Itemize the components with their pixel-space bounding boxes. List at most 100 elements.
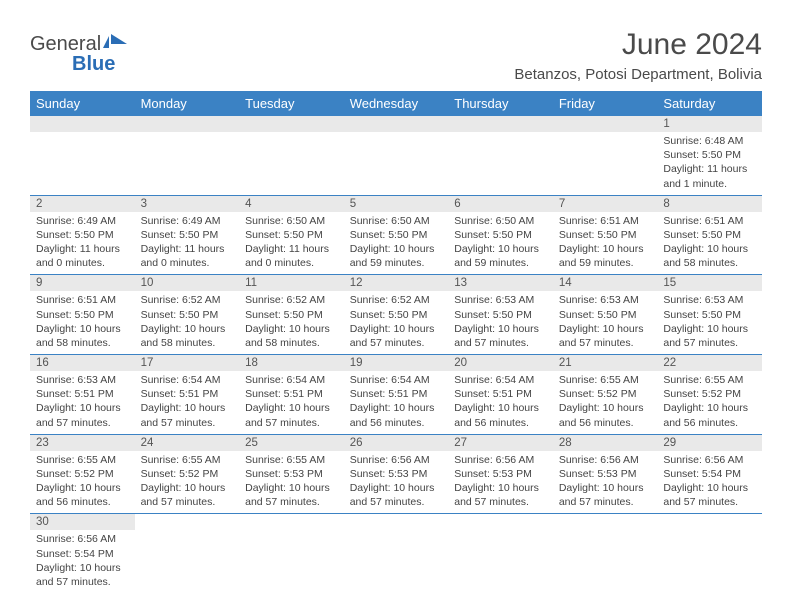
sunset-text: Sunset: 5:50 PM [454, 228, 547, 242]
daylight-text: Daylight: 11 hours and 0 minutes. [141, 242, 234, 270]
calendar-cell: 12Sunrise: 6:52 AMSunset: 5:50 PMDayligh… [344, 275, 449, 355]
sunset-text: Sunset: 5:51 PM [36, 387, 129, 401]
calendar-cell: 8Sunrise: 6:51 AMSunset: 5:50 PMDaylight… [657, 195, 762, 275]
page-title: June 2024 [514, 28, 762, 62]
day-details: Sunrise: 6:54 AMSunset: 5:51 PMDaylight:… [239, 371, 344, 434]
sunrise-text: Sunrise: 6:53 AM [559, 293, 652, 307]
daylight-text: Daylight: 10 hours and 57 minutes. [36, 401, 129, 429]
sunrise-text: Sunrise: 6:56 AM [36, 532, 129, 546]
day-details: Sunrise: 6:55 AMSunset: 5:52 PMDaylight:… [657, 371, 762, 434]
sunset-text: Sunset: 5:50 PM [559, 228, 652, 242]
calendar-week-row: 1Sunrise: 6:48 AMSunset: 5:50 PMDaylight… [30, 116, 762, 195]
sunset-text: Sunset: 5:50 PM [141, 228, 234, 242]
daylight-text: Daylight: 10 hours and 56 minutes. [36, 481, 129, 509]
calendar-week-row: 9Sunrise: 6:51 AMSunset: 5:50 PMDaylight… [30, 275, 762, 355]
day-number: 13 [448, 275, 553, 291]
sunrise-text: Sunrise: 6:49 AM [141, 214, 234, 228]
calendar-cell: 1Sunrise: 6:48 AMSunset: 5:50 PMDaylight… [657, 116, 762, 195]
day-number: 6 [448, 196, 553, 212]
sunrise-text: Sunrise: 6:53 AM [36, 373, 129, 387]
title-block: June 2024 Betanzos, Potosi Department, B… [514, 28, 762, 83]
day-details: Sunrise: 6:56 AMSunset: 5:54 PMDaylight:… [30, 530, 135, 593]
day-number: 17 [135, 355, 240, 371]
day-details: Sunrise: 6:53 AMSunset: 5:51 PMDaylight:… [30, 371, 135, 434]
daylight-text: Daylight: 10 hours and 57 minutes. [245, 481, 338, 509]
sunrise-text: Sunrise: 6:54 AM [141, 373, 234, 387]
calendar-cell [553, 116, 658, 195]
calendar-cell: 19Sunrise: 6:54 AMSunset: 5:51 PMDayligh… [344, 355, 449, 435]
sunrise-text: Sunrise: 6:56 AM [350, 453, 443, 467]
daylight-text: Daylight: 10 hours and 56 minutes. [454, 401, 547, 429]
daylight-text: Daylight: 11 hours and 1 minute. [663, 162, 756, 190]
day-number-empty [553, 116, 658, 132]
daylight-text: Daylight: 10 hours and 57 minutes. [559, 481, 652, 509]
logo: General Blue [30, 28, 129, 74]
sunrise-text: Sunrise: 6:56 AM [663, 453, 756, 467]
logo-word-1: General [30, 33, 101, 55]
daylight-text: Daylight: 10 hours and 56 minutes. [559, 401, 652, 429]
sunrise-text: Sunrise: 6:51 AM [559, 214, 652, 228]
weekday-header-row: Sunday Monday Tuesday Wednesday Thursday… [30, 91, 762, 116]
calendar-cell [239, 514, 344, 593]
day-details: Sunrise: 6:54 AMSunset: 5:51 PMDaylight:… [344, 371, 449, 434]
day-details: Sunrise: 6:50 AMSunset: 5:50 PMDaylight:… [448, 212, 553, 275]
day-details: Sunrise: 6:51 AMSunset: 5:50 PMDaylight:… [30, 291, 135, 354]
daylight-text: Daylight: 10 hours and 59 minutes. [454, 242, 547, 270]
sunrise-text: Sunrise: 6:55 AM [36, 453, 129, 467]
sunrise-text: Sunrise: 6:50 AM [245, 214, 338, 228]
daylight-text: Daylight: 10 hours and 59 minutes. [559, 242, 652, 270]
daylight-text: Daylight: 10 hours and 57 minutes. [141, 401, 234, 429]
weekday-header: Tuesday [239, 91, 344, 116]
day-details: Sunrise: 6:52 AMSunset: 5:50 PMDaylight:… [135, 291, 240, 354]
sunrise-text: Sunrise: 6:55 AM [559, 373, 652, 387]
calendar-cell: 29Sunrise: 6:56 AMSunset: 5:54 PMDayligh… [657, 434, 762, 514]
calendar-cell: 11Sunrise: 6:52 AMSunset: 5:50 PMDayligh… [239, 275, 344, 355]
calendar-cell: 22Sunrise: 6:55 AMSunset: 5:52 PMDayligh… [657, 355, 762, 435]
calendar-cell [135, 116, 240, 195]
day-number: 30 [30, 514, 135, 530]
sunset-text: Sunset: 5:50 PM [454, 308, 547, 322]
calendar-cell: 5Sunrise: 6:50 AMSunset: 5:50 PMDaylight… [344, 195, 449, 275]
calendar-cell: 9Sunrise: 6:51 AMSunset: 5:50 PMDaylight… [30, 275, 135, 355]
day-details: Sunrise: 6:55 AMSunset: 5:52 PMDaylight:… [135, 451, 240, 514]
daylight-text: Daylight: 11 hours and 0 minutes. [245, 242, 338, 270]
sunrise-text: Sunrise: 6:48 AM [663, 134, 756, 148]
day-number: 3 [135, 196, 240, 212]
sunset-text: Sunset: 5:50 PM [350, 228, 443, 242]
daylight-text: Daylight: 11 hours and 0 minutes. [36, 242, 129, 270]
day-number: 20 [448, 355, 553, 371]
daylight-text: Daylight: 10 hours and 57 minutes. [454, 322, 547, 350]
calendar-cell [448, 514, 553, 593]
day-number: 4 [239, 196, 344, 212]
day-details: Sunrise: 6:52 AMSunset: 5:50 PMDaylight:… [344, 291, 449, 354]
daylight-text: Daylight: 10 hours and 57 minutes. [663, 322, 756, 350]
day-number: 28 [553, 435, 658, 451]
day-details: Sunrise: 6:53 AMSunset: 5:50 PMDaylight:… [657, 291, 762, 354]
sunset-text: Sunset: 5:54 PM [36, 547, 129, 561]
weekday-header: Sunday [30, 91, 135, 116]
day-number: 8 [657, 196, 762, 212]
day-number: 5 [344, 196, 449, 212]
sunset-text: Sunset: 5:50 PM [141, 308, 234, 322]
daylight-text: Daylight: 10 hours and 58 minutes. [245, 322, 338, 350]
logo-flag-icon [103, 33, 129, 55]
calendar-table: Sunday Monday Tuesday Wednesday Thursday… [30, 91, 762, 593]
day-number: 15 [657, 275, 762, 291]
daylight-text: Daylight: 10 hours and 57 minutes. [559, 322, 652, 350]
day-number: 7 [553, 196, 658, 212]
sunset-text: Sunset: 5:52 PM [141, 467, 234, 481]
sunrise-text: Sunrise: 6:56 AM [559, 453, 652, 467]
day-number: 23 [30, 435, 135, 451]
calendar-cell [657, 514, 762, 593]
sunrise-text: Sunrise: 6:55 AM [245, 453, 338, 467]
daylight-text: Daylight: 10 hours and 57 minutes. [663, 481, 756, 509]
calendar-cell: 30Sunrise: 6:56 AMSunset: 5:54 PMDayligh… [30, 514, 135, 593]
calendar-cell: 16Sunrise: 6:53 AMSunset: 5:51 PMDayligh… [30, 355, 135, 435]
sunrise-text: Sunrise: 6:55 AM [141, 453, 234, 467]
sunset-text: Sunset: 5:51 PM [141, 387, 234, 401]
sunrise-text: Sunrise: 6:52 AM [141, 293, 234, 307]
daylight-text: Daylight: 10 hours and 56 minutes. [663, 401, 756, 429]
sunset-text: Sunset: 5:53 PM [559, 467, 652, 481]
logo-word-2: Blue [30, 54, 115, 74]
sunrise-text: Sunrise: 6:55 AM [663, 373, 756, 387]
